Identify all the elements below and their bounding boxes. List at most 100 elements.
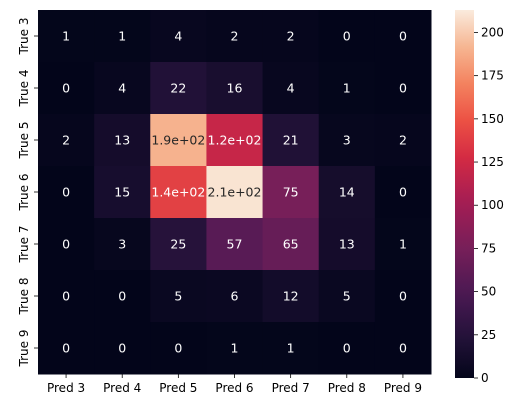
- cell-annotation: 0: [399, 341, 407, 356]
- heatmap-cell: [94, 114, 151, 167]
- colorbar-tick-label: 25: [481, 328, 496, 342]
- heatmap-cell: [94, 270, 151, 323]
- heatmap-cell: [206, 218, 264, 271]
- cell-annotation: 13: [339, 237, 355, 252]
- x-tick-label: Pred 8: [328, 381, 366, 395]
- heatmap-cell: [318, 270, 376, 323]
- heatmap-cell: [262, 114, 320, 167]
- cell-annotation: 12: [283, 289, 299, 304]
- heatmap-cell: [206, 62, 264, 115]
- cell-annotation: 22: [170, 81, 186, 96]
- cell-annotation: 1: [231, 341, 239, 356]
- cell-annotation: 5: [343, 289, 351, 304]
- x-axis-ticks: Pred 3 Pred 4 Pred 5 Pred 6 Pred 7 Pred 8 Pred…: [47, 374, 422, 395]
- heatmap-cell: [318, 114, 376, 167]
- cell-annotation: 25: [170, 237, 186, 252]
- heatmap-cell: [38, 166, 95, 219]
- heatmap-cell: [318, 166, 376, 219]
- cell-annotation: 65: [283, 237, 299, 252]
- cell-annotation: 4: [174, 29, 182, 44]
- cell-annotation: 3: [343, 133, 351, 148]
- cell-annotation: 57: [227, 237, 243, 252]
- heatmap-cell: [206, 10, 264, 63]
- cell-annotation: 1: [62, 29, 70, 44]
- cell-annotation: 0: [62, 289, 70, 304]
- heatmap-cell: [374, 166, 432, 219]
- cell-annotation: 2: [62, 133, 70, 148]
- heatmap-cell: [150, 114, 207, 167]
- cell-annotation: 0: [62, 185, 70, 200]
- cell-annotation: 16: [227, 81, 243, 96]
- heatmap-cell: [374, 114, 432, 167]
- y-tick-label: True 6: [17, 174, 31, 212]
- y-tick-label: True 8: [17, 278, 31, 316]
- colorbar-tick-label: 75: [481, 241, 496, 255]
- cell-annotation: 1: [287, 341, 295, 356]
- cell-annotation: 0: [399, 289, 407, 304]
- heatmap-cell: [206, 166, 264, 219]
- heatmap-cell: [38, 62, 95, 115]
- heatmap-cell: [262, 218, 320, 271]
- cell-annotation: 0: [343, 341, 351, 356]
- cell-annotation: 2: [287, 29, 295, 44]
- heatmap-cell: [206, 114, 264, 167]
- x-tick-label: Pred 3: [47, 381, 85, 395]
- cell-annotation: 1.9e+02: [151, 133, 205, 148]
- cell-annotation: 4: [118, 81, 126, 96]
- cell-annotation: 3: [118, 237, 126, 252]
- heatmap-cell: [150, 166, 207, 219]
- cell-annotation: 4: [287, 81, 295, 96]
- heatmap-cell: [94, 62, 151, 115]
- heatmap-cell: [262, 270, 320, 323]
- cell-annotation: 1.4e+02: [151, 185, 205, 200]
- heatmap-cell: [374, 270, 432, 323]
- heatmap-cell: [262, 62, 320, 115]
- cell-annotation: 1: [118, 29, 126, 44]
- heatmap-cell: [38, 322, 95, 375]
- cell-annotation: 2: [231, 29, 239, 44]
- colorbar-tick-label: 150: [481, 112, 504, 126]
- heatmap-cell: [150, 322, 207, 375]
- colorbar-tick-label: 125: [481, 155, 504, 169]
- heatmap-cell: [318, 10, 376, 63]
- heatmap-cell: [94, 322, 151, 375]
- cell-annotation: 21: [283, 133, 299, 148]
- cell-annotation: 14: [339, 185, 355, 200]
- colorbar-tick-label: 50: [481, 285, 496, 299]
- colorbar-ticks: 0 25 50 75 100 125 150 175 200: [474, 25, 504, 385]
- x-tick-label: Pred 6: [215, 381, 253, 395]
- heatmap-cell: [38, 218, 95, 271]
- y-tick-label: True 4: [17, 70, 31, 108]
- cell-annotation: 0: [399, 29, 407, 44]
- colorbar: [455, 10, 474, 378]
- heatmap-cell: [150, 270, 207, 323]
- heatmap-cell: [94, 10, 151, 63]
- cell-annotation: 1: [343, 81, 351, 96]
- cell-annotation: 0: [343, 29, 351, 44]
- y-tick-label: True 7: [17, 226, 31, 264]
- x-tick-label: Pred 9: [384, 381, 422, 395]
- cell-annotation: 0: [399, 185, 407, 200]
- cell-annotation: 0: [62, 81, 70, 96]
- cell-annotation: 0: [118, 341, 126, 356]
- x-tick-label: Pred 5: [159, 381, 197, 395]
- cell-annotation: 2: [399, 133, 407, 148]
- x-tick-label: Pred 7: [272, 381, 310, 395]
- heatmap-cell: [94, 166, 151, 219]
- cell-annotation: 0: [399, 81, 407, 96]
- y-axis-ticks: True 3 True 4 True 5 True 6 True 7 True 8 True…: [17, 18, 38, 367]
- cell-annotation: 6: [231, 289, 239, 304]
- cell-annotation: 1.2e+02: [208, 133, 262, 148]
- colorbar-tick-label: 175: [481, 69, 504, 83]
- cell-annotation: 2.1e+02: [208, 185, 262, 200]
- cell-annotation: 0: [62, 341, 70, 356]
- heatmap-cell: [374, 218, 432, 271]
- heatmap-cells: [38, 10, 432, 375]
- cell-annotation: 0: [118, 289, 126, 304]
- heatmap-cell: [38, 270, 95, 323]
- y-tick-label: True 3: [17, 18, 31, 56]
- heatmap-cell: [374, 62, 432, 115]
- heatmap-cell: [94, 218, 151, 271]
- heatmap-cell: [318, 322, 376, 375]
